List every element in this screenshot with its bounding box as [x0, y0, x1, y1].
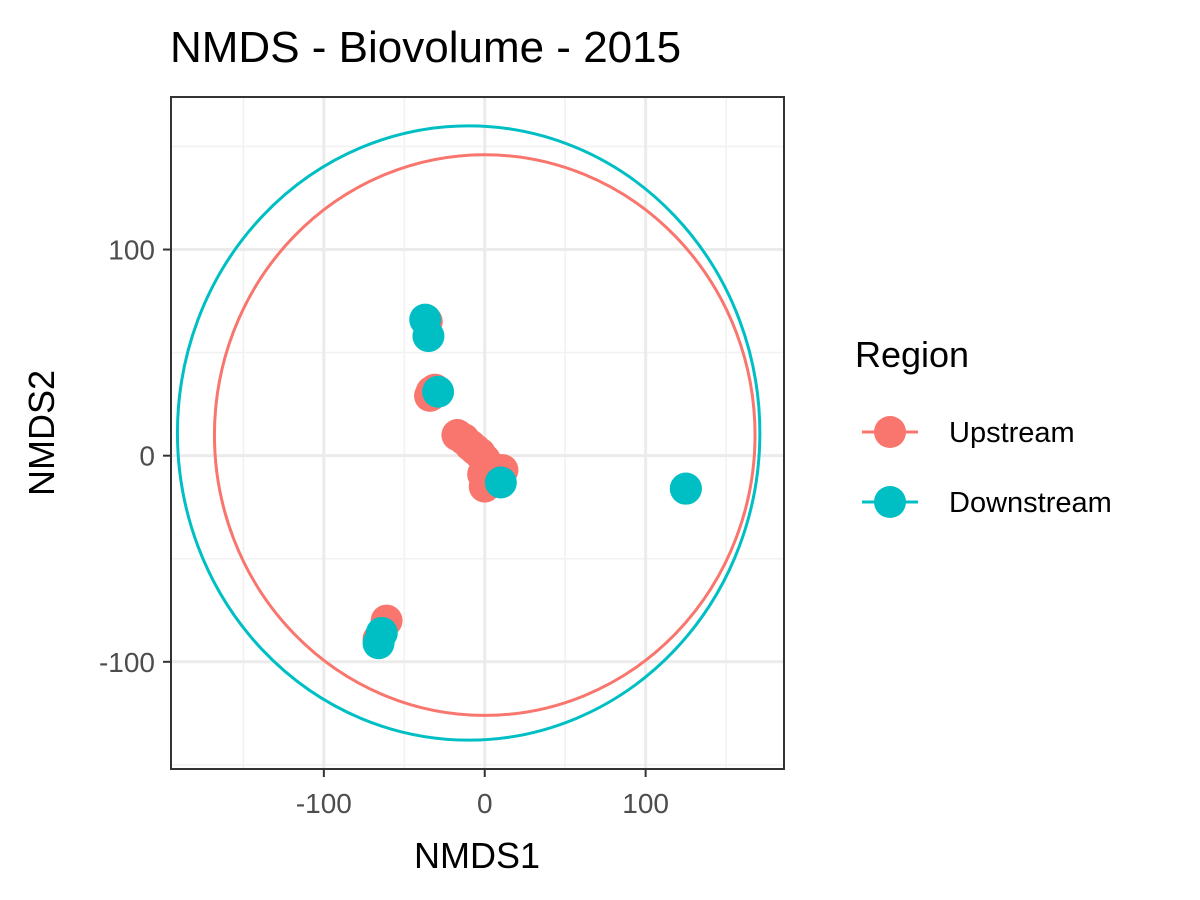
- y-tick-label: 100: [108, 235, 155, 266]
- y-axis: -100 0 100: [99, 235, 171, 678]
- legend-key-point: [874, 416, 906, 448]
- x-axis-title: NMDS1: [414, 835, 540, 876]
- x-axis: -100 0 100: [296, 769, 669, 819]
- y-tick-label: 0: [139, 441, 155, 472]
- legend-key-point: [874, 486, 906, 518]
- y-tick-label: -100: [99, 647, 155, 678]
- point-downstream: [362, 627, 395, 660]
- point-downstream: [484, 466, 517, 499]
- legend-label: Upstream: [949, 417, 1075, 449]
- chart-title: NMDS - Biovolume - 2015: [170, 23, 681, 72]
- legend-item-upstream: Upstream: [862, 416, 1075, 449]
- legend-label: Downstream: [949, 487, 1112, 519]
- point-downstream: [412, 320, 445, 353]
- x-tick-label: -100: [296, 788, 352, 819]
- legend-title: Region: [855, 334, 969, 375]
- point-downstream: [422, 375, 455, 408]
- point-downstream: [669, 472, 702, 505]
- legend: Region Upstream Downstream: [855, 334, 1112, 519]
- confidence-ellipses: [175, 124, 762, 742]
- data-points: [362, 303, 702, 660]
- plot-area: [170, 96, 785, 770]
- x-tick-label: 0: [477, 788, 493, 819]
- ellipse-upstream: [212, 153, 757, 717]
- legend-item-downstream: Downstream: [862, 486, 1112, 519]
- y-axis-title: NMDS2: [21, 370, 62, 496]
- minor-gridlines: [171, 97, 784, 769]
- panel-border: [170, 96, 785, 770]
- x-tick-label: 100: [622, 788, 669, 819]
- ellipse-downstream: [175, 124, 762, 742]
